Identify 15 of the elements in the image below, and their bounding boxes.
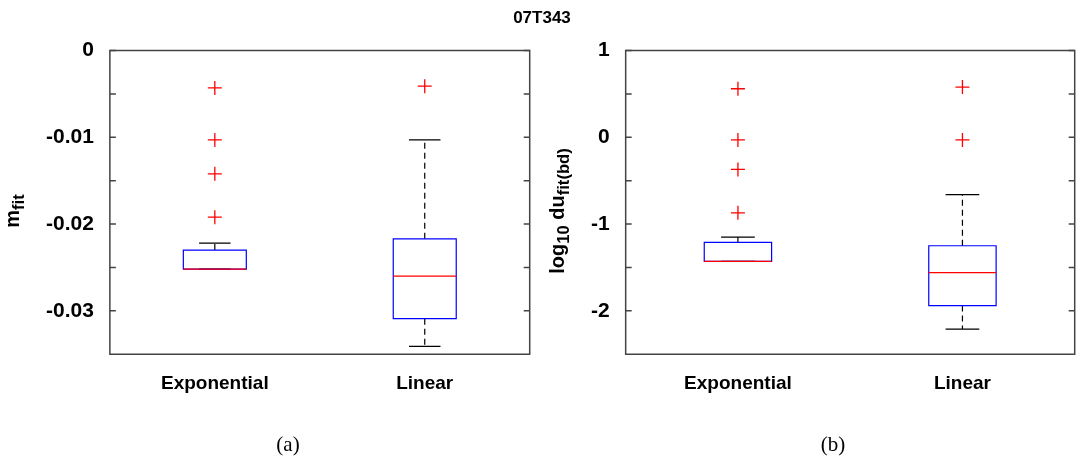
x-tick-label: Linear <box>933 371 992 393</box>
y-tick-label: 0 <box>597 124 610 148</box>
y-tick-label: 0 <box>82 37 94 61</box>
y-tick-label: -1 <box>590 210 610 234</box>
x-tick-label: Exponential <box>160 371 269 393</box>
text: (b) <box>819 432 847 457</box>
y-tick-label: 1 <box>597 37 610 61</box>
y-tick-label: -0.01 <box>45 124 95 148</box>
x-tick-label: Linear <box>396 371 454 393</box>
chart-title: 07T343 <box>512 8 572 28</box>
y-tick-label: -0.02 <box>45 210 94 234</box>
y-tick-label: -2 <box>590 297 610 321</box>
text: (a) <box>275 432 301 457</box>
y-tick-label: -0.03 <box>45 297 94 321</box>
x-tick-label: Exponential <box>684 371 792 393</box>
